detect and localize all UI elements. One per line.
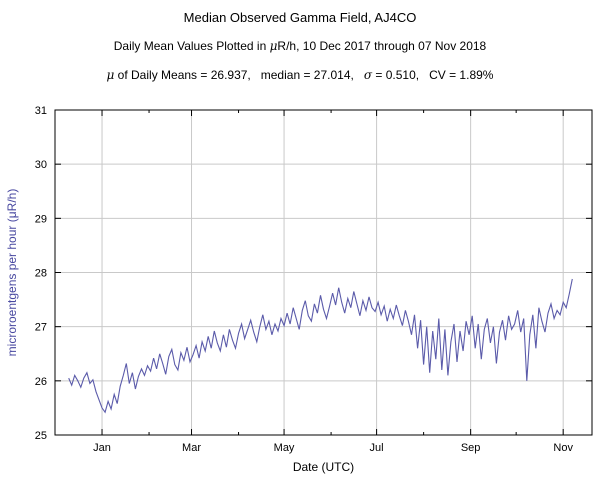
x-tick-label: Mar [182,442,201,454]
sigma-symbol: σ [363,68,373,82]
x-tick-label: Jan [93,442,111,454]
subtitle-segment-2: R/h, 10 Dec 2017 through 07 Nov 2018 [277,39,487,53]
x-axis-title: Date (UTC) [293,460,354,474]
stats-segment-1: of Daily Means = 26.937, median = 27.014… [114,68,364,82]
y-tick-label: 31 [35,105,47,117]
x-tick-label: Sep [461,442,481,454]
mu-symbol: μ [106,68,115,82]
chart-subtitle: Daily Mean Values Plotted in μR/h, 10 De… [0,39,600,53]
y-tick-label: 30 [35,159,47,171]
chart-stats-line: μ of Daily Means = 26.937, median = 27.0… [0,68,600,82]
subtitle-segment-1: Daily Mean Values Plotted in [113,39,270,53]
x-tick-label: Nov [553,442,573,454]
y-axis-title: microroentgens per hour (μR/h) [5,189,19,357]
x-tick-label: Jul [370,442,384,454]
chart-title: Median Observed Gamma Field, AJ4CO [183,10,417,25]
mu-symbol: μ [269,39,278,53]
y-tick-label: 29 [35,213,47,225]
y-tick-label: 27 [35,322,47,334]
y-tick-label: 25 [35,430,47,442]
stats-segment-2: = 0.510, CV = 1.89% [372,68,494,82]
y-tick-label: 26 [35,376,47,388]
data-series-line [68,278,573,414]
y-tick-label: 28 [35,268,47,280]
x-tick-label: May [274,442,295,454]
